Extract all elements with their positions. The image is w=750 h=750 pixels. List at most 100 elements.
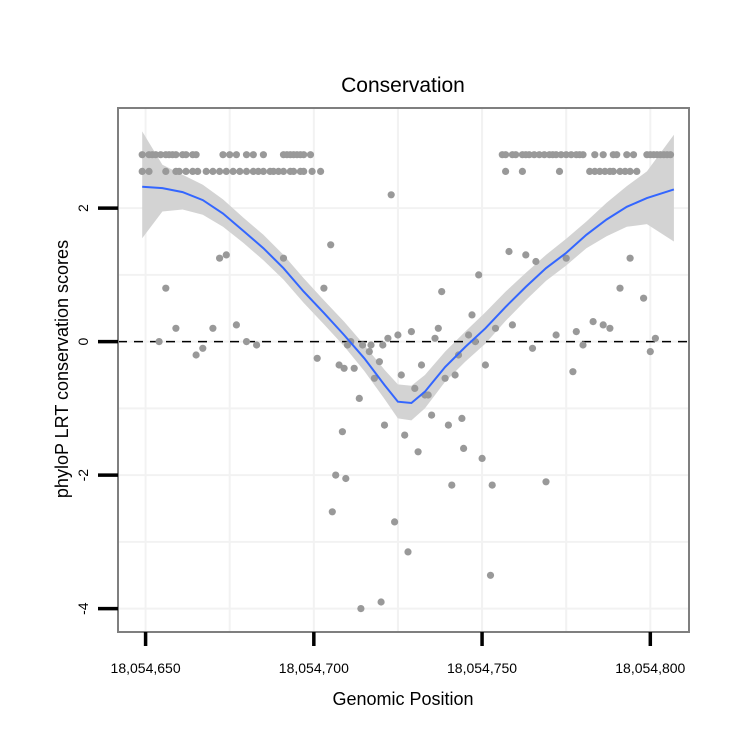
data-point	[579, 341, 587, 349]
data-point	[370, 374, 378, 382]
data-point	[209, 324, 217, 332]
data-point	[601, 167, 609, 175]
data-point	[448, 481, 456, 489]
data-point	[182, 151, 190, 159]
data-point	[666, 151, 675, 159]
data-point	[488, 481, 496, 489]
x-axis-label: Genomic Position	[332, 689, 473, 709]
data-point	[609, 167, 617, 175]
data-point	[216, 167, 224, 175]
data-point	[434, 324, 442, 332]
x-tick-label: 18,054,800	[615, 660, 685, 676]
data-point	[505, 247, 513, 256]
data-point	[417, 361, 426, 369]
data-point	[172, 324, 180, 332]
plot-frame	[117, 107, 690, 633]
x-tick-label: 18,054,650	[111, 660, 181, 676]
data-point	[475, 271, 483, 279]
grid-lines	[118, 108, 689, 632]
data-point	[640, 294, 648, 302]
data-point	[202, 167, 210, 175]
data-point	[300, 151, 308, 159]
data-point	[242, 167, 251, 175]
data-point	[145, 167, 153, 175]
x-tick-label: 18,054,750	[447, 660, 517, 676]
data-point	[616, 284, 624, 292]
data-point	[232, 151, 240, 159]
data-point	[226, 151, 234, 159]
data-point	[357, 605, 365, 613]
data-point	[552, 151, 560, 159]
data-point	[518, 167, 527, 175]
data-point	[401, 431, 409, 439]
data-point	[397, 371, 405, 379]
data-point	[629, 151, 638, 159]
data-point	[327, 241, 335, 249]
data-point	[279, 254, 288, 262]
x-axis: 18,054,650 18,054,700 18,054,750 18,054,800	[111, 632, 686, 676]
data-point	[384, 334, 392, 342]
data-point	[411, 384, 419, 392]
data-point	[259, 167, 267, 175]
data-point	[646, 348, 654, 356]
data-point	[269, 167, 278, 175]
y-tick-label: 0	[75, 338, 91, 346]
data-point	[651, 334, 660, 342]
data-point	[431, 334, 439, 342]
chart-title: Conservation	[341, 74, 465, 97]
data-point	[379, 341, 387, 349]
data-point	[530, 151, 538, 159]
data-point	[616, 167, 624, 175]
data-point	[465, 331, 473, 339]
data-point	[209, 167, 217, 175]
data-point	[535, 151, 543, 159]
data-point	[626, 254, 634, 262]
data-point	[138, 151, 146, 159]
data-point	[355, 394, 363, 402]
data-point	[458, 414, 466, 422]
data-point	[621, 167, 629, 175]
data-point	[623, 151, 631, 159]
data-point	[229, 167, 237, 175]
data-point	[512, 151, 520, 159]
data-point	[532, 257, 540, 266]
data-point	[249, 151, 257, 159]
data-point	[199, 344, 207, 352]
data-point	[599, 151, 607, 159]
data-point	[290, 167, 298, 175]
data-point	[375, 358, 383, 366]
data-point	[428, 411, 436, 419]
data-point	[486, 571, 495, 579]
data-point	[606, 324, 614, 332]
y-axis: -4 -2 0 2	[75, 204, 118, 615]
data-point	[552, 331, 560, 339]
data-point	[300, 167, 308, 175]
data-point	[555, 167, 564, 175]
data-point	[562, 254, 570, 262]
data-point	[189, 167, 197, 175]
data-point	[438, 288, 446, 296]
data-point	[542, 478, 550, 486]
data-point	[599, 321, 607, 329]
data-point	[259, 151, 267, 159]
data-point	[481, 361, 489, 369]
data-point	[367, 341, 375, 349]
data-point	[222, 251, 230, 259]
data-point	[365, 348, 373, 356]
data-point	[613, 151, 621, 159]
data-point	[242, 338, 251, 346]
data-point	[579, 151, 587, 159]
data-point	[317, 167, 325, 175]
data-point	[589, 318, 597, 326]
data-point	[313, 354, 321, 362]
data-point	[306, 151, 315, 159]
data-point	[172, 151, 180, 159]
data-point	[359, 341, 367, 349]
data-point	[253, 341, 261, 349]
data-point	[279, 167, 288, 175]
y-tick-label: -4	[75, 602, 91, 615]
data-point	[394, 331, 402, 339]
data-point	[192, 351, 200, 359]
data-point	[232, 321, 240, 329]
